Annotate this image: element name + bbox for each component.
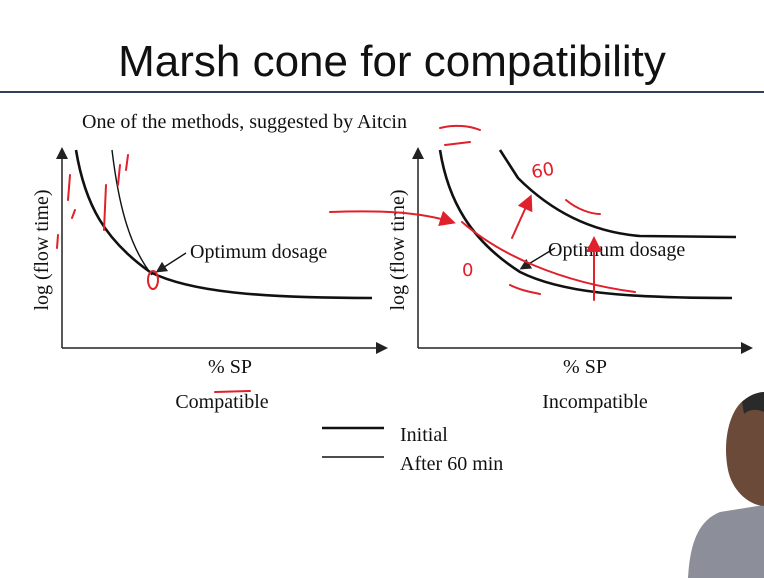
annotation: Optimum dosage (190, 241, 327, 263)
caption: Compatible (175, 391, 268, 413)
title: Marsh cone for compatibility (118, 37, 666, 86)
y-label: log (flow time) (387, 189, 409, 310)
y-label: log (flow time) (31, 189, 53, 310)
background (0, 0, 764, 578)
caption: Incompatible (542, 391, 648, 413)
slide: Marsh cone for compatibility One of the … (0, 0, 764, 578)
ink-label: 0 (462, 260, 473, 281)
ink-label: 60 (530, 159, 556, 184)
subtitle: One of the methods, suggested by Aitcin (82, 111, 407, 133)
legend-label: After 60 min (400, 453, 503, 475)
x-label: % SP (563, 356, 607, 378)
legend-label: Initial (400, 424, 448, 446)
annotation: Optimum dosage (548, 239, 685, 261)
x-label: % SP (208, 356, 252, 378)
